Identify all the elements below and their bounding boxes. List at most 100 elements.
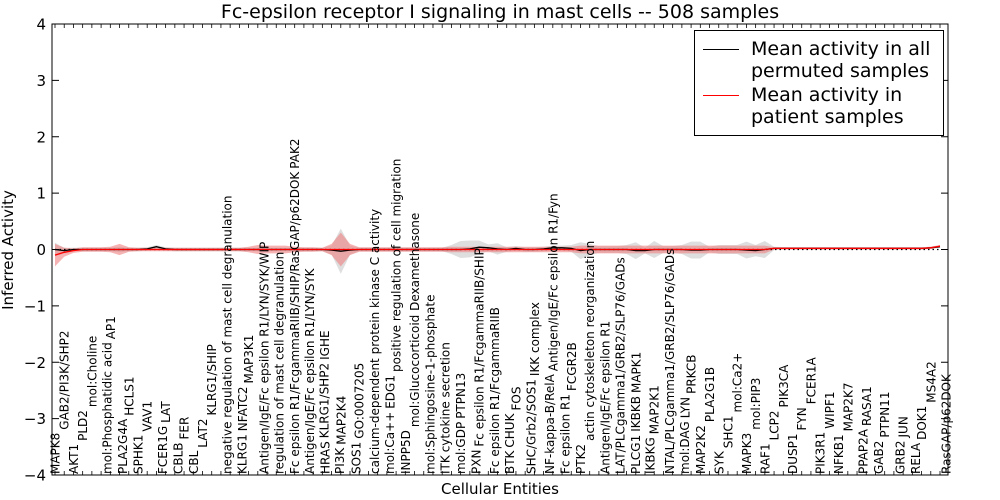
x-tick-label: DUSP1 <box>786 433 800 474</box>
x-tick-label: MS4A2 <box>924 361 938 402</box>
x-tick-label: MAP2K4 <box>334 396 348 445</box>
x-tick-label: IGHE <box>318 330 332 359</box>
x-tick-label: regulation of mast cell degranulation <box>273 252 287 474</box>
legend-entry-patient: Mean activity in patient samples <box>703 84 935 128</box>
x-tick-label: PXN <box>469 450 483 474</box>
x-tick-label: NFKB1 <box>832 434 846 474</box>
x-tick-label: LCP2 <box>768 410 782 440</box>
x-tick-label: mol:Sphingosine-1-phosphate <box>423 295 437 475</box>
x-tick-label: FER <box>178 417 192 440</box>
x-tick-label: NF-kappa-B/RelA <box>543 373 557 474</box>
x-tick-label: JUN <box>897 416 911 438</box>
x-axis-label: Cellular Entities <box>441 480 559 498</box>
legend-label-permuted: Mean activity in all permuted samples <box>751 38 931 82</box>
legend-label-patient: Mean activity in patient samples <box>751 84 904 128</box>
legend-swatch-permuted <box>703 49 739 50</box>
x-tick-label: GAB2 <box>872 441 886 474</box>
x-tick-label: Fc epsilon R1 <box>559 394 573 474</box>
legend: Mean activity in all permuted samples Me… <box>694 30 944 136</box>
x-tick-label: FCER1G <box>156 426 170 474</box>
x-tick-label: FYN <box>795 407 809 430</box>
x-tick-label: mol:GDP <box>454 422 468 474</box>
y-tick-label: 4 <box>36 16 46 34</box>
x-tick-label: Fc epsilon R1/FcgammaRIIB/SHIP/RasGAP/p6… <box>288 171 302 474</box>
x-tick-label: RAF1 <box>758 443 772 474</box>
x-tick-label: FCER1A <box>804 356 818 404</box>
x-tick-label: IKBKB <box>629 396 643 432</box>
x-tick-label: mol:Glucocorticoid Dexamethasone <box>408 213 422 427</box>
x-tick-label: CHUK <box>503 412 517 447</box>
x-tick-label: IKBKG <box>644 437 658 474</box>
x-tick-label: Antigen/IgE/Fc epsilon R1/Fyn <box>546 193 560 371</box>
x-tick-label: LAT2 <box>196 418 210 447</box>
x-tick-label: MAP2K7 <box>841 382 855 431</box>
x-tick-label: MAP2K2 <box>694 425 708 474</box>
x-tick-label: mol:Ca++ <box>383 412 397 474</box>
x-tick-label: AP1 <box>104 316 118 339</box>
x-tick-label: mol:Ca2+ <box>731 353 745 413</box>
y-tick-label: −1 <box>24 297 46 315</box>
x-tick-label: NFATC2 <box>236 386 250 431</box>
x-tick-label: RELA <box>909 442 923 474</box>
y-tick-label: 3 <box>36 72 46 90</box>
x-tick-label: HRAS <box>318 441 332 474</box>
x-tick-label: PI3K <box>333 447 347 474</box>
x-tick-label: PTK2 <box>574 444 588 474</box>
x-tick-label: calcium-dependent protein kinase C activ… <box>368 209 382 474</box>
x-tick-label: INPP5D <box>399 430 413 474</box>
x-tick-label: SYK <box>712 450 726 474</box>
x-tick-label: GO:0007205 <box>353 363 367 439</box>
x-tick-label: SHC1 <box>722 416 736 449</box>
x-tick-label: PLCG1 <box>629 435 643 474</box>
x-tick-label: FCGR2B <box>565 342 579 391</box>
x-tick-label: PLD2 <box>76 410 90 441</box>
x-tick-label: BTK <box>503 449 517 474</box>
x-tick-label: GRB2 <box>893 440 907 474</box>
legend-swatch-patient <box>703 95 739 96</box>
x-tick-label: PPAP2A <box>857 428 871 474</box>
x-tick-label: PLA2G1B <box>703 367 717 422</box>
x-tick-label: NTAL/PLCgamma1/GRB2/SLP76/GADs <box>663 249 677 474</box>
x-tick-label: CBLB <box>171 442 185 474</box>
x-tick-label: PTPN13 <box>454 373 468 419</box>
y-tick-label: −2 <box>24 354 46 372</box>
x-tick-label: SOS1 <box>350 442 364 474</box>
x-tick-label: LAT <box>159 401 173 423</box>
x-tick-label: MAPK1 <box>629 352 643 393</box>
x-tick-label: cytokine secretion <box>439 342 453 452</box>
x-tick-label: positive regulation of cell migration <box>390 159 404 372</box>
x-tick-label: IKK complex <box>528 302 542 376</box>
x-tick-label: mol:DAG <box>678 421 692 474</box>
x-tick-label: PIK3CA <box>777 364 791 408</box>
x-tick-label: Antigen/IgE/Fc epsilon R1 <box>598 321 612 474</box>
bands-layer <box>55 228 940 274</box>
x-tick-label: Fc epsilon R1/FcgammaRIIB <box>488 307 502 474</box>
x-tick-label: FOS <box>509 387 523 411</box>
x-tick-label: WIPF1 <box>823 392 837 429</box>
legend-entry-permuted: Mean activity in all permuted samples <box>703 38 935 82</box>
chart-title: Fc-epsilon receptor I signaling in mast … <box>221 1 779 23</box>
x-tick-label: RASA1 <box>860 386 874 426</box>
x-tick-label: mol:PIP3 <box>749 378 763 430</box>
x-tick-label: ITK <box>439 454 453 474</box>
x-tick-label: SPHK1 <box>132 435 146 474</box>
x-tick-label: LAT/PLCgamma1/GRB2/SLP76/GADs <box>614 257 628 474</box>
x-tick-label: RasGAP/p62DOK <box>940 373 954 474</box>
x-tick-label: Antigen/IgE/Fc epsilon R1/LYN/SYK <box>303 267 317 474</box>
y-axis-label: Inferred Activity <box>0 190 17 310</box>
x-tick-label: DOK1 <box>915 406 929 440</box>
x-tick-label: SHC/Grb2/SOS1 <box>525 379 539 474</box>
lines-layer <box>54 245 941 256</box>
x-tick-label: MAPK8 <box>49 433 63 474</box>
x-tick-label: AKT1 <box>67 444 81 474</box>
x-tick-label: Fc epsilon R1/FcgammaRIIB/SHIP <box>473 248 487 446</box>
y-tick-label: 0 <box>36 241 46 259</box>
x-tick-label: HCLS1 <box>122 376 136 415</box>
x-tick-label: Antigen/IgE/Fc epsilon R1/LYN/SYK/WIP <box>257 242 271 474</box>
y-tick-label: −4 <box>24 467 46 485</box>
x-tick-label: PLA2G4A <box>116 418 130 474</box>
x-tick-label: GAB2/PI3K/SHP2 <box>58 330 72 429</box>
y-tick-label: 1 <box>36 185 46 203</box>
x-tick-label: MAP3K1 <box>242 335 256 384</box>
x-tick-label: actin cytoskeleton reorganization <box>583 241 597 441</box>
